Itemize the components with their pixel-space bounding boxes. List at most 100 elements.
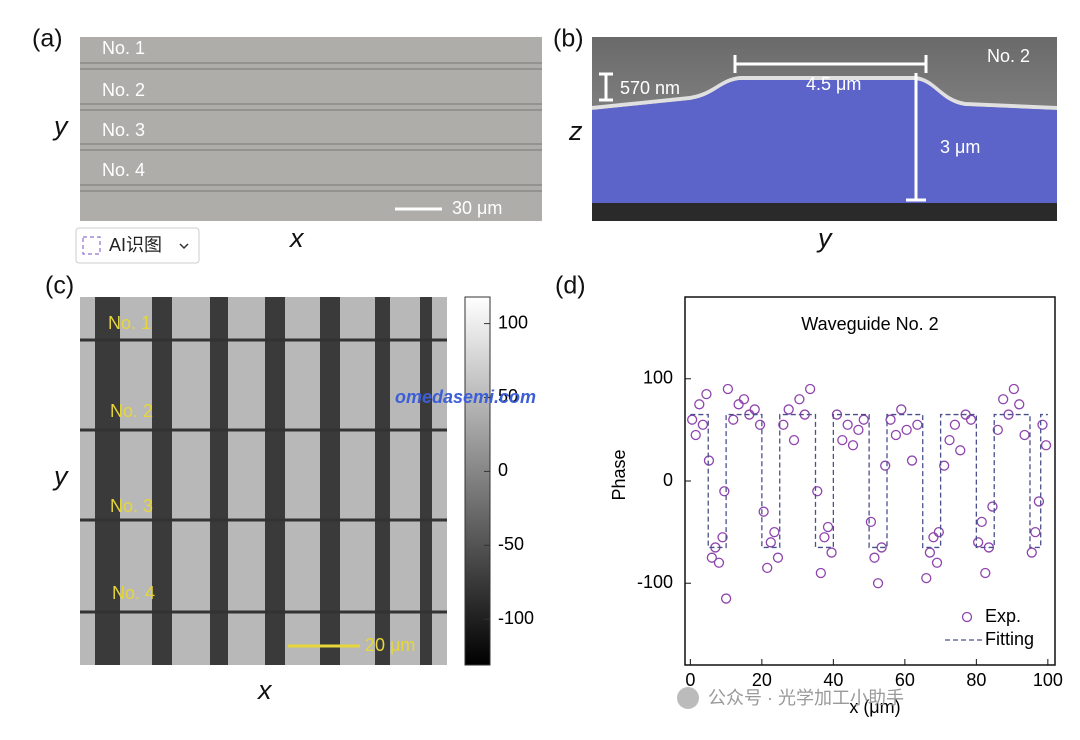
legend-marker [961,611,973,623]
data-point [1019,429,1030,441]
data-point [697,419,709,430]
axis-label: y [52,111,69,141]
data-point [865,516,877,528]
data-point [992,424,1003,436]
data-point [880,460,891,471]
colorbar-tick-label: 100 [498,312,528,332]
x-tick-label: 80 [966,670,986,690]
data-point [1037,419,1048,430]
footer-watermark: 公众号 · 光学加工小助手 [708,688,904,708]
data-point [928,532,939,543]
waveguide-label: No. 2 [110,401,153,421]
waveguide-label: No. 2 [987,46,1030,66]
data-point [706,552,717,563]
data-point [847,440,859,451]
microscope-image [80,37,542,221]
dimension-label: 3 μm [940,137,980,157]
x-axis-label: x (μm) [849,697,900,717]
data-point [837,434,848,446]
button-frame [75,227,200,264]
dimension-label: 570 nm [620,78,680,98]
data-point [762,562,773,574]
data-point [980,567,991,579]
data-point [819,532,830,543]
panel-label: (c) [45,272,74,300]
axis-label: y [816,223,833,253]
data-point [912,419,923,430]
axis-label: z [568,116,583,146]
phase-image [80,297,447,665]
icon [82,236,101,255]
data-point [906,455,918,466]
data-point [765,537,776,548]
x-tick-label: 0 [685,670,695,690]
data-point [826,547,837,558]
data-point [788,434,800,446]
data-point [972,537,984,548]
data-point [733,399,744,410]
data-point [783,404,794,415]
data-point [769,526,780,538]
data-point [690,429,701,441]
waveguide-label: No. 3 [102,120,145,140]
data-point [1033,496,1045,507]
y-tick-label: 0 [663,470,673,490]
data-point [872,578,884,589]
waveguide-region [592,80,1057,203]
data-point [885,414,896,425]
waveguide-label: No. 3 [110,496,153,516]
data-point [754,419,766,430]
data-point [815,567,826,579]
data-point [949,419,961,430]
chevron [179,243,189,250]
data-point [976,516,987,528]
wechat-icon [677,687,699,709]
colorbar-tick-label: -50 [498,534,524,554]
data-point [812,486,823,497]
data-point [901,424,912,436]
data-point [778,419,789,430]
data-point [738,394,750,405]
ai-button[interactable]: AI识图 [75,227,200,264]
scale-bar-label: 20 μm [365,635,415,655]
chart-title: Waveguide No. 2 [801,314,938,334]
data-point [720,593,732,604]
data-point [713,557,725,568]
data-point [987,501,998,512]
data-point [717,532,728,543]
data-point [1008,383,1020,395]
waveguide-label: No. 2 [102,80,145,100]
data-point [701,388,712,400]
waveguide-lines [80,62,542,192]
data-point [853,424,864,436]
chart: 0 20 40 60 80 100 100 0 -100 Exp. Fitting [637,368,1063,690]
panel-label: (d) [555,272,586,300]
legend-label: Fitting [985,629,1034,649]
x-tick-label: 60 [895,670,915,690]
data-point [794,394,805,405]
scale-bar-label: 30 μm [452,198,502,218]
data-point [890,429,902,441]
phase-stripes [95,297,432,665]
x-tick-label: 100 [1033,670,1063,690]
y-axis-label: Phase [609,449,629,500]
data-point [722,383,734,395]
data-point [758,506,769,517]
colorbar-tick-label: 50 [498,386,518,406]
data-point [869,552,880,563]
data-point [804,383,816,395]
colorbar-ticks: 100 50 0 -50 -100 [484,312,534,628]
data-point [1040,440,1052,451]
fit-line [690,413,1048,549]
data-point [822,521,834,533]
data-point [772,552,784,563]
data-point [1030,526,1041,538]
waveguide-label: No. 1 [102,38,145,58]
waveguide-lines [80,338,447,614]
data-point [694,399,705,410]
waveguide-label: No. 4 [102,160,145,180]
y-tick-label: -100 [637,572,673,592]
colorbar [464,296,491,666]
data-point [921,572,932,584]
